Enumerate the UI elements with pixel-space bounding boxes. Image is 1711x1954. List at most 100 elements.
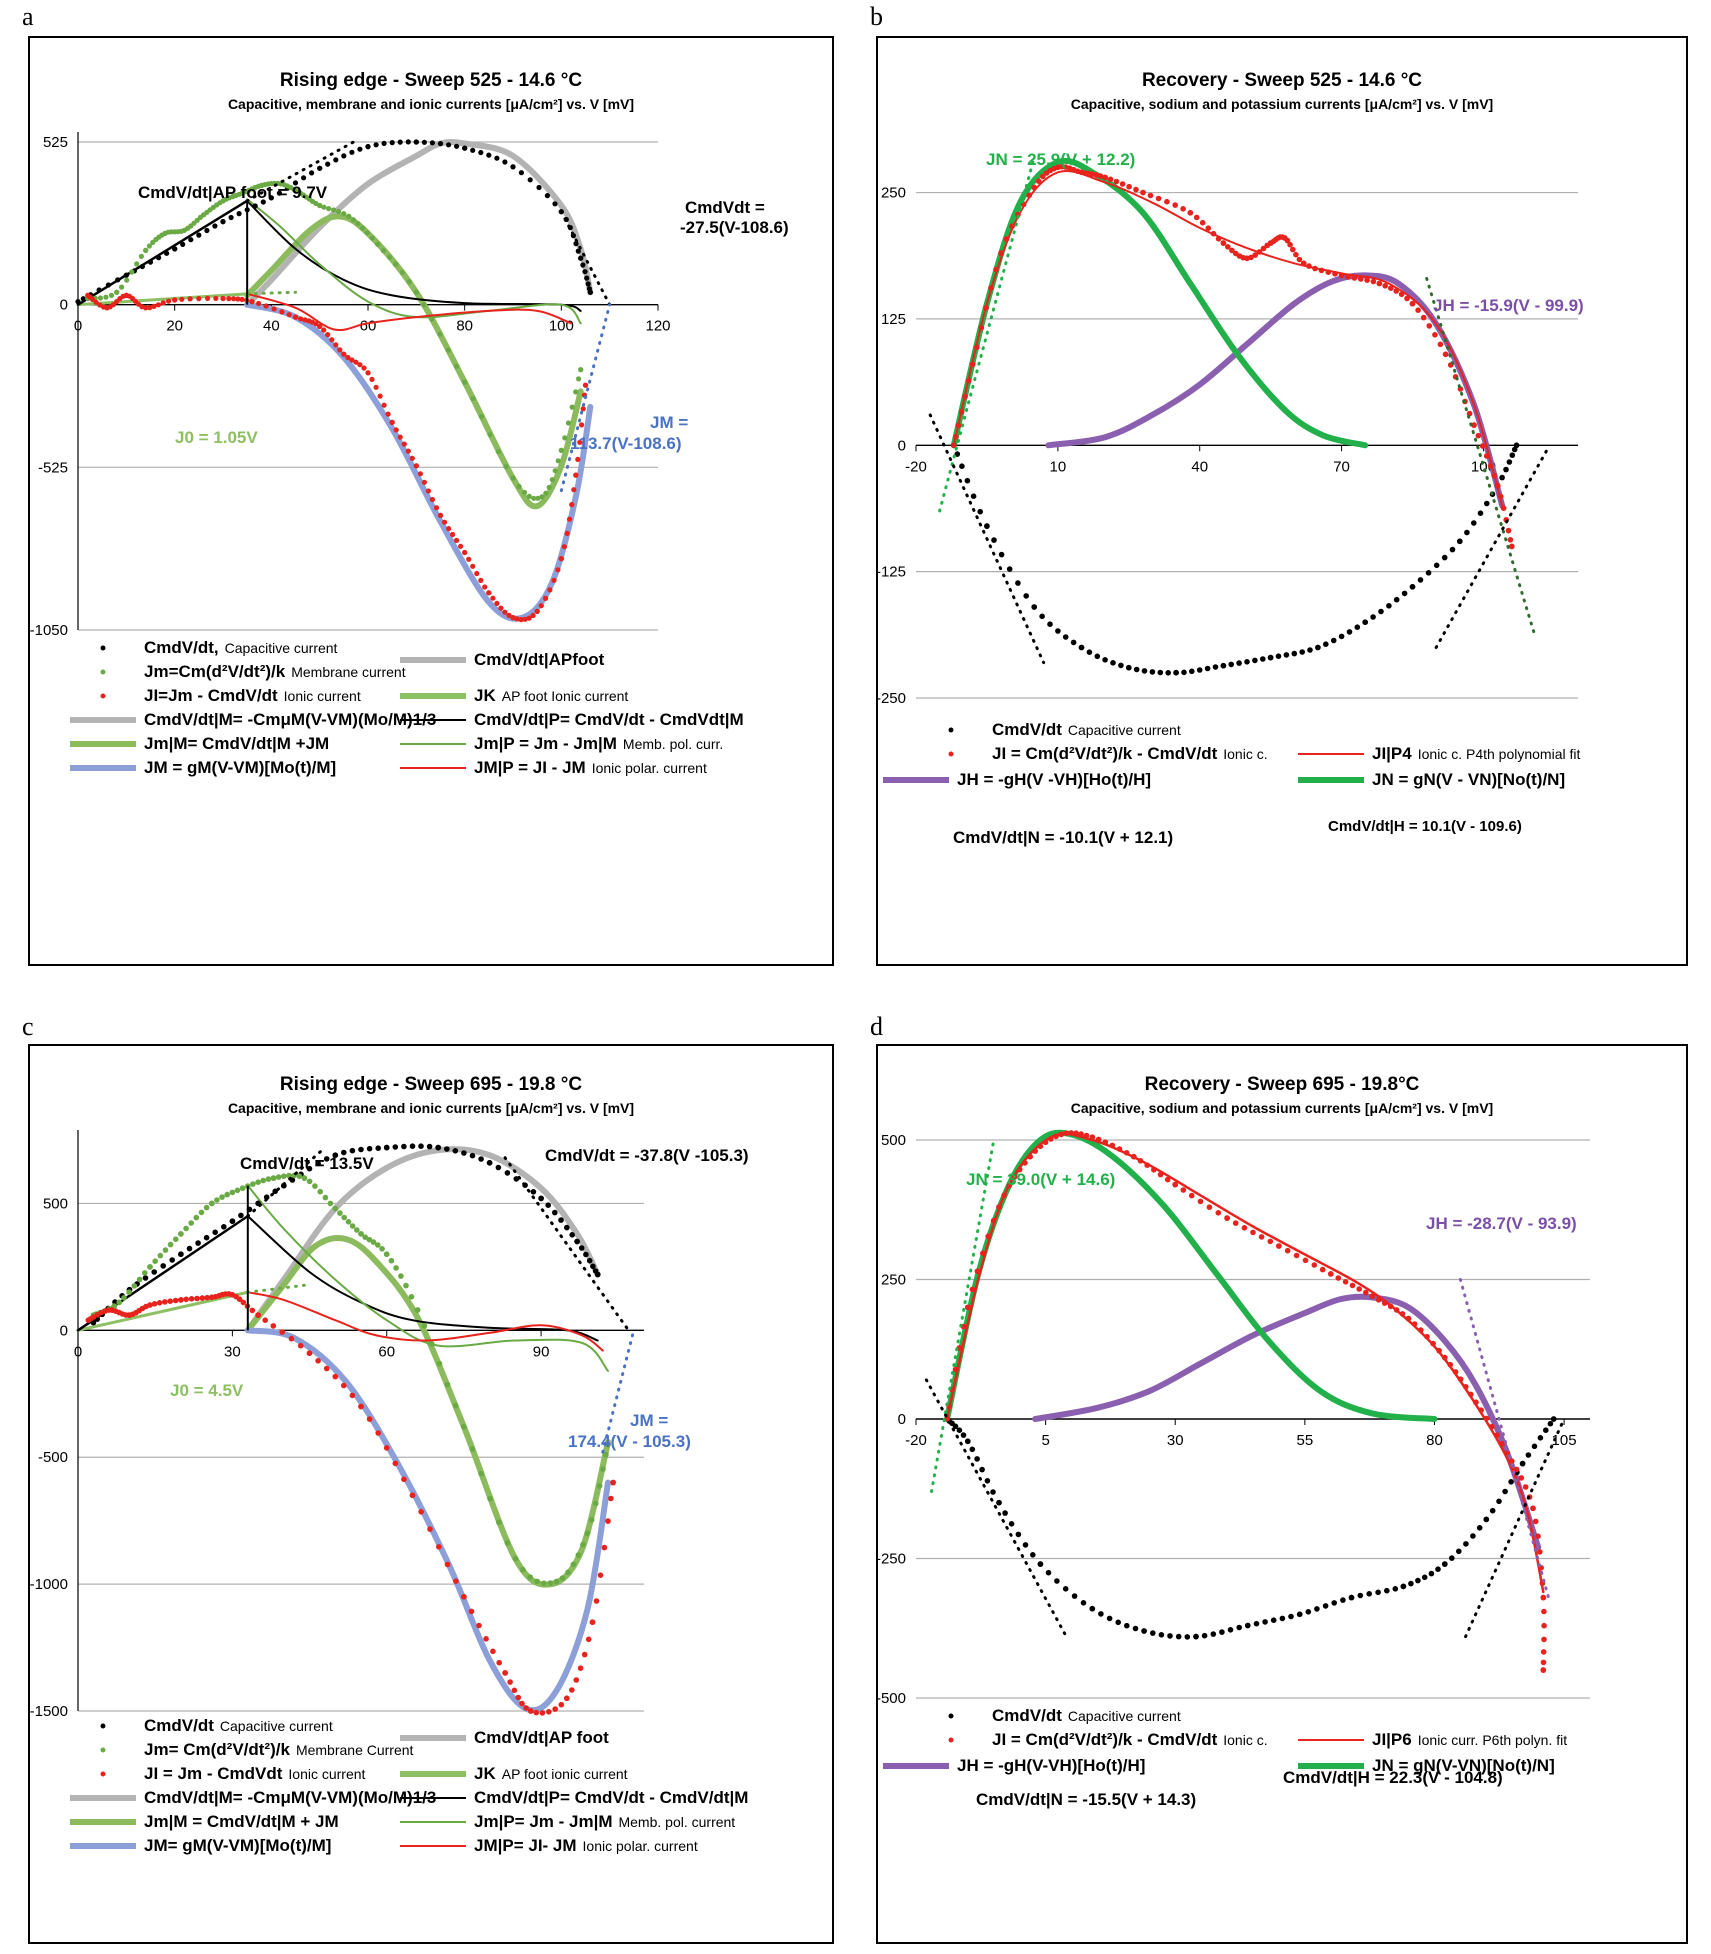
legend-formula: CmdV/dt [992, 1706, 1062, 1725]
chart-a-point [571, 487, 577, 493]
panel-b: 250 125 0 -125 -250 -20 10 40 70 100 Recovery - S… [876, 36, 1688, 966]
chart-a-point [558, 556, 564, 562]
chart-a-point [401, 441, 407, 447]
chart-c-point [301, 1175, 308, 1181]
chart-d-point [1193, 1633, 1199, 1640]
chart-c-point [160, 1263, 166, 1269]
chart-a-point [146, 243, 152, 249]
chart-c-line [246, 1291, 604, 1352]
chart-c-point [427, 1526, 433, 1532]
chart-c-point [605, 1518, 611, 1524]
legend-swatch [400, 1788, 466, 1808]
panel-letter-c: c [22, 1012, 34, 1041]
legend-item: CmdV/dt|P= CmdV/dt - CmdVdt|M [400, 708, 744, 732]
chart-a-point [437, 512, 444, 518]
chart-d-point [1348, 1594, 1355, 1601]
chart-a-point [389, 419, 395, 425]
chart-c-point [603, 1451, 609, 1458]
chart-d-point [1496, 1498, 1502, 1505]
chart-d-point [1541, 1636, 1547, 1643]
legend-formula: JN = gN(V-VN)[No(t)/N] [1372, 1756, 1555, 1775]
chart-a-point [526, 615, 532, 621]
chart-c-point [574, 1238, 580, 1245]
chart-d-xtick: 80 [1426, 1432, 1443, 1449]
chart-d-point [1470, 1533, 1476, 1539]
chart-c-xtick: 90 [533, 1343, 550, 1360]
chart-b-point [1107, 176, 1114, 183]
panel-letter-d: d [870, 1012, 883, 1041]
legend-description: Ionic c. [1223, 746, 1268, 762]
chart-c-point [315, 1160, 321, 1167]
chart-d-point [1172, 1181, 1178, 1188]
chart-b-point [959, 463, 965, 470]
legend-formula: Jm|P = Jm - Jm|M [474, 734, 617, 753]
chart-c-point [569, 1687, 575, 1693]
chart-b-point [993, 266, 999, 273]
chart-b-point [1199, 219, 1206, 226]
chart-a-point [103, 294, 109, 300]
legend-item: JM|P= JI- JM Ionic polar. current [400, 1834, 698, 1858]
chart-b-point [1291, 650, 1298, 657]
chart-a-point [317, 202, 323, 209]
chart-c-point [358, 1231, 364, 1237]
chart-c-point [496, 1659, 503, 1666]
legend-swatch [70, 1788, 136, 1808]
chart-a-xtick: 80 [456, 318, 473, 335]
chart-d-point [1384, 1587, 1390, 1594]
chart-d-point [1489, 1423, 1495, 1430]
chart-c-point [594, 1271, 601, 1278]
chart-b-point [1509, 543, 1515, 550]
chart-d-fitline [924, 1378, 1068, 1639]
chart-d-point [1089, 1605, 1096, 1612]
legend-item: Jm|P = Jm - Jm|M Memb. pol. curr. [400, 732, 723, 756]
chart-b-point [1491, 472, 1498, 479]
legend-formula: JI|P6 [1372, 1730, 1412, 1749]
chart-a-point [292, 314, 299, 320]
chart-b-point [966, 377, 972, 384]
chart-b-title: Recovery - Sweep 525 - 14.6 °C [1141, 70, 1423, 91]
chart-d-point [1215, 1210, 1222, 1216]
legend-swatch [1298, 1756, 1364, 1776]
chart-b-point [1078, 644, 1085, 651]
chart-b-point [1332, 271, 1338, 277]
legend-formula: Jm= Cm(d²V/dt²)/k [144, 1740, 290, 1759]
chart-a-series-7 [76, 292, 249, 307]
chart-c-point [173, 1236, 179, 1242]
chart-c-point [142, 1275, 149, 1281]
legend-item: CmdV/dt|AP foot [400, 1726, 609, 1750]
chart-b-point [1415, 307, 1421, 314]
chart-d-point [1048, 1136, 1054, 1142]
chart-c-point [388, 1257, 395, 1264]
chart-b-point [1409, 300, 1416, 307]
chart-d-point [1180, 1187, 1187, 1193]
chart-a-series-6 [76, 199, 249, 306]
chart-b-point [1210, 230, 1217, 237]
chart-a-point [369, 235, 375, 241]
chart-b-point [1362, 619, 1368, 625]
chart-d-point [1296, 1611, 1303, 1618]
chart-c-point [559, 1575, 566, 1581]
chart-a-point [421, 302, 427, 308]
chart-a-series-10 [246, 292, 572, 332]
chart-d-ytick: 250 [881, 1272, 906, 1289]
legend-swatch [70, 1740, 136, 1760]
chart-c-point [375, 1242, 381, 1248]
chart-c-point [306, 1178, 313, 1185]
chart-d-point [1224, 1215, 1230, 1221]
chart-c-point [136, 1276, 143, 1283]
chart-c-point [547, 1580, 554, 1586]
chart-c-point [565, 1569, 571, 1576]
chart-a-point [578, 255, 584, 261]
chart-b-point [1376, 280, 1383, 287]
chart-a-point [341, 351, 347, 357]
chart-c-point [249, 1307, 256, 1314]
chart-d-point [1399, 1311, 1406, 1317]
chart-a-point [220, 219, 226, 225]
chart-b-point [1398, 291, 1405, 298]
chart-a-point [413, 463, 419, 469]
chart-b-point [1118, 662, 1124, 669]
chart-b-point [1140, 189, 1146, 196]
chart-c-point [483, 1636, 489, 1642]
chart-b-point [1417, 577, 1424, 583]
chart-d-point [1158, 1632, 1165, 1638]
